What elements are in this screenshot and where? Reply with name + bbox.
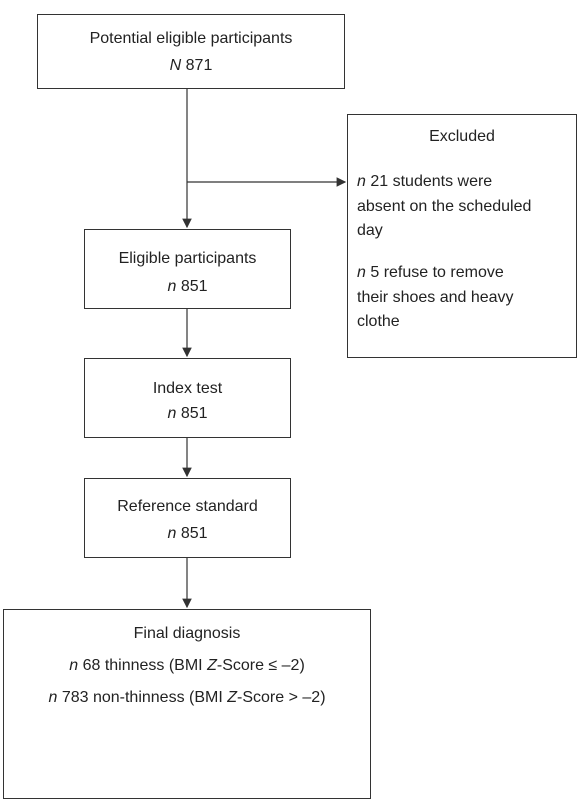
text: Excluded xyxy=(429,128,495,145)
text: n xyxy=(357,264,366,281)
text: Potential eligible participants xyxy=(89,30,293,47)
text: n xyxy=(167,405,177,422)
text: n xyxy=(48,689,58,706)
text: N xyxy=(169,57,182,74)
text-line: Index test xyxy=(85,379,290,399)
node: Reference standard n 851 xyxy=(84,478,291,558)
text-line: day xyxy=(357,221,576,241)
text-line: Reference standard xyxy=(85,497,290,517)
node: Eligible participants n 851 xyxy=(84,229,291,309)
node: Excluded n 21 students were absent on the … xyxy=(347,114,577,358)
text: 68 thinness (BMI xyxy=(78,657,208,674)
text: 21 students were xyxy=(365,173,493,190)
text-line: n 21 students were xyxy=(357,172,576,192)
text: -Score ≤ –2) xyxy=(216,657,305,674)
text: 851 xyxy=(176,278,208,295)
text: n xyxy=(167,278,177,295)
text-line: Eligible participants xyxy=(85,249,290,269)
text: their shoes and heavy xyxy=(357,289,514,306)
text-line: Excluded xyxy=(348,127,576,147)
text-line: n 851 xyxy=(85,524,290,544)
text-line: n 5 refuse to remove xyxy=(357,263,576,283)
text-line: Final diagnosis xyxy=(4,624,370,644)
text: Z xyxy=(227,689,238,706)
text: 871 xyxy=(181,57,213,74)
text: Eligible participants xyxy=(118,250,257,267)
text: 851 xyxy=(176,525,208,542)
text: Z xyxy=(207,657,217,674)
text-line: n 851 xyxy=(85,404,290,424)
text-line: absent on the scheduled xyxy=(357,197,576,217)
text: 5 refuse to remove xyxy=(365,264,504,281)
text: Final diagnosis xyxy=(133,625,241,642)
text: day xyxy=(357,222,383,239)
node: Index test n 851 xyxy=(84,358,291,438)
text-line: n 68 thinness (BMI Z-Score ≤ –2) xyxy=(4,656,370,676)
text-line: N 871 xyxy=(38,56,344,76)
text: Index test xyxy=(152,380,223,397)
text-line: clothe xyxy=(357,312,576,332)
text: n xyxy=(167,525,177,542)
text-line: n 851 xyxy=(85,277,290,297)
text: absent on the scheduled xyxy=(357,198,532,215)
text: clothe xyxy=(357,313,400,330)
text-line: Potential eligible participants xyxy=(38,29,344,49)
text: 851 xyxy=(176,405,208,422)
text-line: their shoes and heavy xyxy=(357,288,576,308)
text: 783 non-thinness (BMI xyxy=(57,689,228,706)
text-line: n 783 non-thinness (BMI Z-Score > –2) xyxy=(4,688,370,708)
text: Reference standard xyxy=(117,498,258,515)
text: -Score > –2) xyxy=(237,689,326,706)
node: Final diagnosis n 68 thinness (BMI Z-Scor… xyxy=(3,609,371,799)
text: n xyxy=(69,657,79,674)
text: n xyxy=(357,173,366,190)
node: Potential eligible participants N 871 xyxy=(37,14,345,89)
